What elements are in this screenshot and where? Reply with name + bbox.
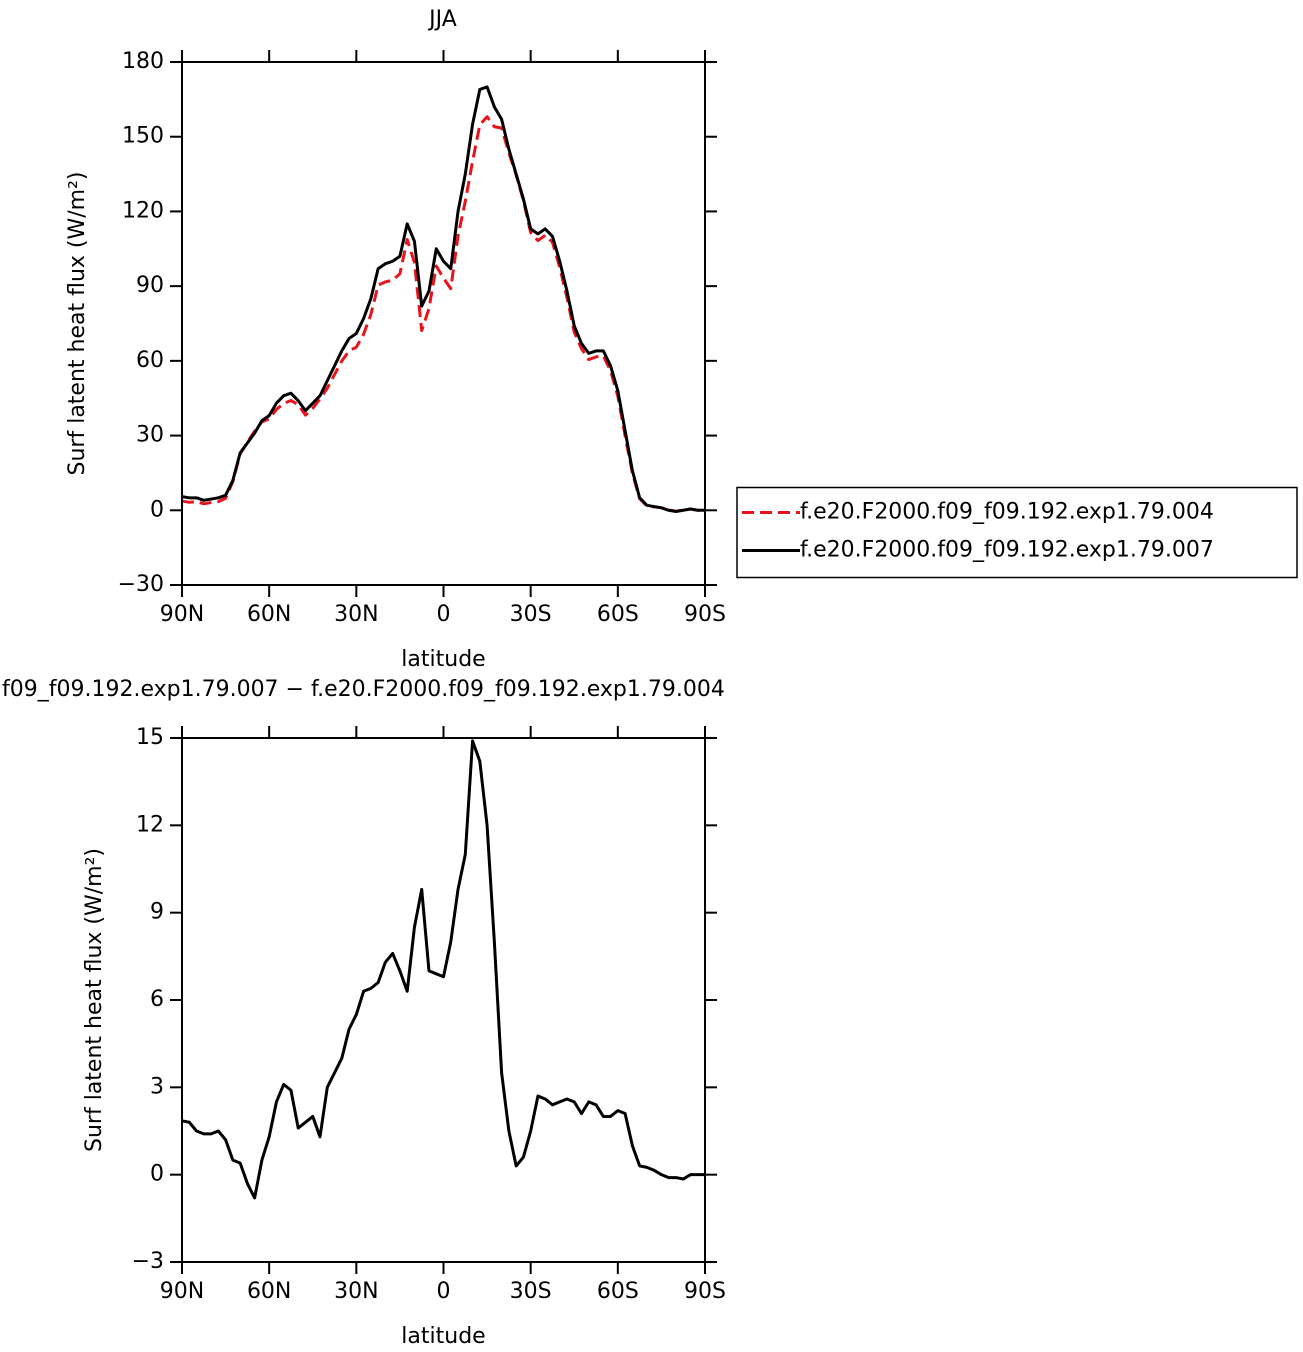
- x-tick-label: 90N: [160, 602, 204, 627]
- data-line: [181, 739, 705, 1200]
- chart-title: JJA: [427, 7, 457, 32]
- x-tick-label: 60N: [247, 1279, 291, 1304]
- data-line: [181, 115, 705, 513]
- y-tick-label: 30: [136, 423, 164, 448]
- y-tick-label: 12: [136, 812, 164, 837]
- x-tick-label: 30N: [334, 602, 378, 627]
- y-tick-label: 180: [122, 49, 164, 74]
- y-tick-label: 150: [122, 124, 164, 149]
- y-tick-label: −3: [132, 1249, 164, 1274]
- legend-label: f.e20.F2000.f09_f09.192.exp1.79.004: [800, 500, 1214, 525]
- x-tick-label: 30S: [510, 602, 552, 627]
- y-tick-label: 120: [122, 198, 164, 223]
- x-tick-label: 30N: [334, 1279, 378, 1304]
- x-tick-label: 60N: [247, 602, 291, 627]
- y-tick-label: 9: [150, 900, 164, 925]
- y-tick-label: −30: [118, 572, 164, 597]
- x-tick-label: 90N: [160, 1279, 204, 1304]
- y-tick-label: 15: [136, 725, 164, 750]
- y-tick-label: 3: [150, 1074, 164, 1099]
- x-tick-label: 30S: [510, 1279, 552, 1304]
- chart-title: f09_f09.192.exp1.79.007 − f.e20.F2000.f0…: [2, 677, 725, 702]
- legend-box: [736, 486, 1298, 579]
- x-tick-label: 60S: [597, 602, 639, 627]
- y-axis-label: Surf latent heat flux (W/m²): [82, 848, 107, 1152]
- y-axis-label: Surf latent heat flux (W/m²): [65, 172, 90, 476]
- y-tick-label: 0: [150, 497, 164, 522]
- y-tick-label: 90: [136, 273, 164, 298]
- x-axis-label: latitude: [401, 647, 485, 672]
- y-tick-label: 0: [150, 1162, 164, 1187]
- legend-label: f.e20.F2000.f09_f09.192.exp1.79.007: [800, 538, 1214, 563]
- x-tick-label: 60S: [597, 1279, 639, 1304]
- x-tick-label: 0: [437, 602, 451, 627]
- y-tick-label: 60: [136, 348, 164, 373]
- x-tick-label: 0: [437, 1279, 451, 1304]
- x-tick-label: 90S: [684, 602, 726, 627]
- plot-frame: [181, 737, 706, 1263]
- y-tick-label: 6: [150, 987, 164, 1012]
- data-line: [181, 85, 705, 514]
- x-axis-label: latitude: [401, 1324, 485, 1349]
- x-tick-label: 90S: [684, 1279, 726, 1304]
- plot-frame: [181, 61, 706, 586]
